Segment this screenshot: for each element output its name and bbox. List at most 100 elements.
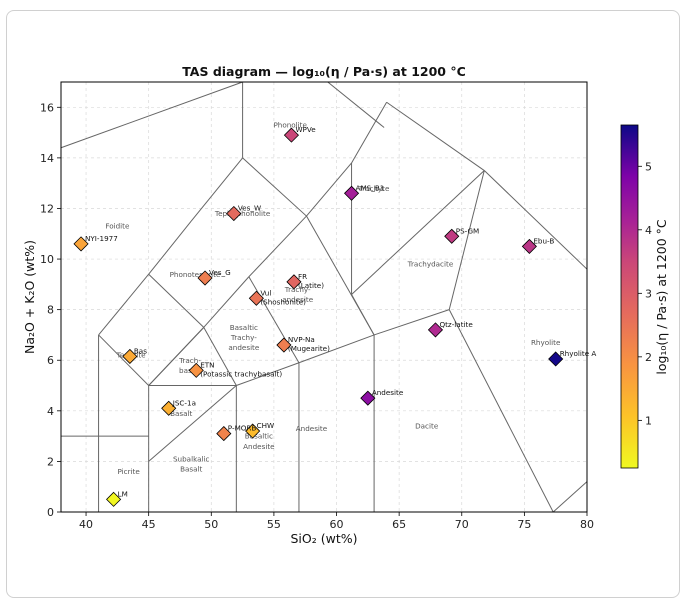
field-label: Basalt [180, 465, 202, 474]
colorbar-tick-label: 5 [645, 160, 652, 173]
data-point-label: Vul (Shoshonite) [260, 288, 306, 306]
x-tick-label: 55 [267, 518, 281, 531]
field-label: Phonotephrite [170, 270, 221, 279]
field-boundary [448, 309, 554, 513]
data-point-label: LM [118, 489, 128, 498]
field-boundary [242, 157, 307, 217]
field-boundary [386, 101, 485, 171]
field-boundary [298, 334, 375, 364]
y-tick-label: 0 [47, 506, 54, 519]
y-tick-label: 2 [47, 455, 54, 468]
data-point-label: AMS_B1 [356, 183, 385, 192]
colorbar-tick-label: 4 [645, 224, 652, 237]
data-point-label: CHW [257, 421, 275, 430]
field-label: Andesite [296, 424, 328, 433]
field-label: andesite [228, 343, 260, 352]
colorbar-label: log₁₀(η / Pa·s) at 1200 °C [654, 219, 669, 375]
field-boundary [98, 273, 150, 336]
field-label: Basaltic [245, 432, 273, 441]
y-tick-label: 14 [40, 152, 54, 165]
field-boundary [190, 157, 243, 222]
data-point [122, 348, 138, 365]
field-label: Basaltic [230, 323, 258, 332]
data-point-label: Qtz-latite [439, 320, 473, 329]
field-boundary [448, 170, 485, 310]
field-label: Tephriphonolite [214, 209, 271, 218]
data-point-label: WPVe [295, 125, 316, 134]
data-point [197, 270, 213, 286]
x-tick-label: 75 [517, 518, 531, 531]
data-point-label: P-MORB [228, 424, 257, 433]
field-label: Basalt [170, 409, 192, 418]
field-label: Trachydacite [407, 260, 454, 269]
plot-area-border [60, 81, 588, 513]
colorbar-ticks: 1 2 3 4 5 [638, 160, 652, 427]
data-point [106, 491, 122, 507]
field-boundary [148, 273, 205, 328]
data-point [245, 423, 261, 439]
field-label: Subalkalic [173, 454, 210, 463]
data-point-label: NYI-1977 [85, 234, 118, 243]
field-label: Trachy- [230, 333, 257, 342]
data-point [521, 238, 537, 254]
field-label: Trachy- [284, 285, 311, 294]
x-tick-label: 60 [330, 518, 344, 531]
x-tick-label: 45 [142, 518, 156, 531]
field-label: Trachyte [358, 184, 390, 193]
field-boundary [148, 385, 237, 462]
field-boundary [236, 362, 300, 386]
data-point [248, 290, 264, 306]
colorbar-tick-label: 1 [645, 414, 652, 427]
field-boundary [483, 170, 588, 270]
x-tick-label: 40 [79, 518, 93, 531]
data-point-label: Andesite [372, 388, 404, 397]
data-point-label: Bas [134, 346, 147, 355]
field-boundary [98, 334, 150, 386]
y-tick-label: 12 [40, 202, 54, 215]
x-tick-label: 70 [455, 518, 469, 531]
field-boundary [248, 215, 307, 278]
field-boundary [351, 101, 388, 164]
data-point-label: Ves_W [238, 204, 261, 213]
field-boundary [552, 481, 588, 513]
data-point-label: FR (Latite) [298, 272, 324, 290]
data-point [343, 185, 360, 201]
x-tick-label: 65 [392, 518, 406, 531]
data-point [286, 274, 302, 290]
field-boundary [306, 162, 352, 217]
field-boundary [60, 81, 243, 149]
data-point-label: Rhyolite A [560, 349, 597, 358]
chart-title: TAS diagram — log₁₀(η / Pa·s) at 1200 °C [182, 64, 466, 79]
field-boundary [248, 276, 300, 364]
field-boundary [351, 170, 485, 295]
y-tick-label: 10 [40, 253, 54, 266]
field-label: Trach- [178, 356, 201, 365]
field-label: Picrite [117, 467, 140, 476]
x-axis-label: SiO₂ (wt%) [291, 531, 358, 546]
data-point-label: NVP-Na (Mugearite) [288, 335, 330, 353]
colorbar [620, 124, 639, 469]
field-boundary [203, 276, 250, 328]
data-point [548, 351, 564, 367]
y-tick-label: 4 [47, 405, 54, 418]
data-point-label: Ebu-B [533, 236, 554, 245]
field-label: Rhyolite [531, 338, 561, 347]
y-tick-label: 6 [47, 354, 54, 367]
field-boundary [148, 327, 205, 386]
colorbar-tick-label: 3 [645, 287, 652, 300]
x-tick-label: 50 [204, 518, 218, 531]
data-point [276, 337, 292, 353]
data-point-label: ETN (Potassic trachybasalt) [200, 360, 282, 378]
data-point [360, 390, 376, 406]
x-tick-label: 80 [580, 518, 594, 531]
field-label: andesite [282, 295, 314, 304]
data-point [73, 236, 89, 252]
field-boundary [148, 220, 192, 275]
data-point [283, 127, 300, 143]
point-labels: NYI-1977 WPVe AMS_B1 Ves_W PS-GM Ebu-B Ves_G FR… [85, 125, 596, 498]
y-tick-label: 8 [47, 304, 54, 317]
axes: 40 45 50 55 60 65 70 75 80 0 2 4 6 8 10 12 14 16 [40, 101, 594, 531]
data-point [427, 322, 444, 338]
field-label: Phonolite [273, 121, 307, 130]
